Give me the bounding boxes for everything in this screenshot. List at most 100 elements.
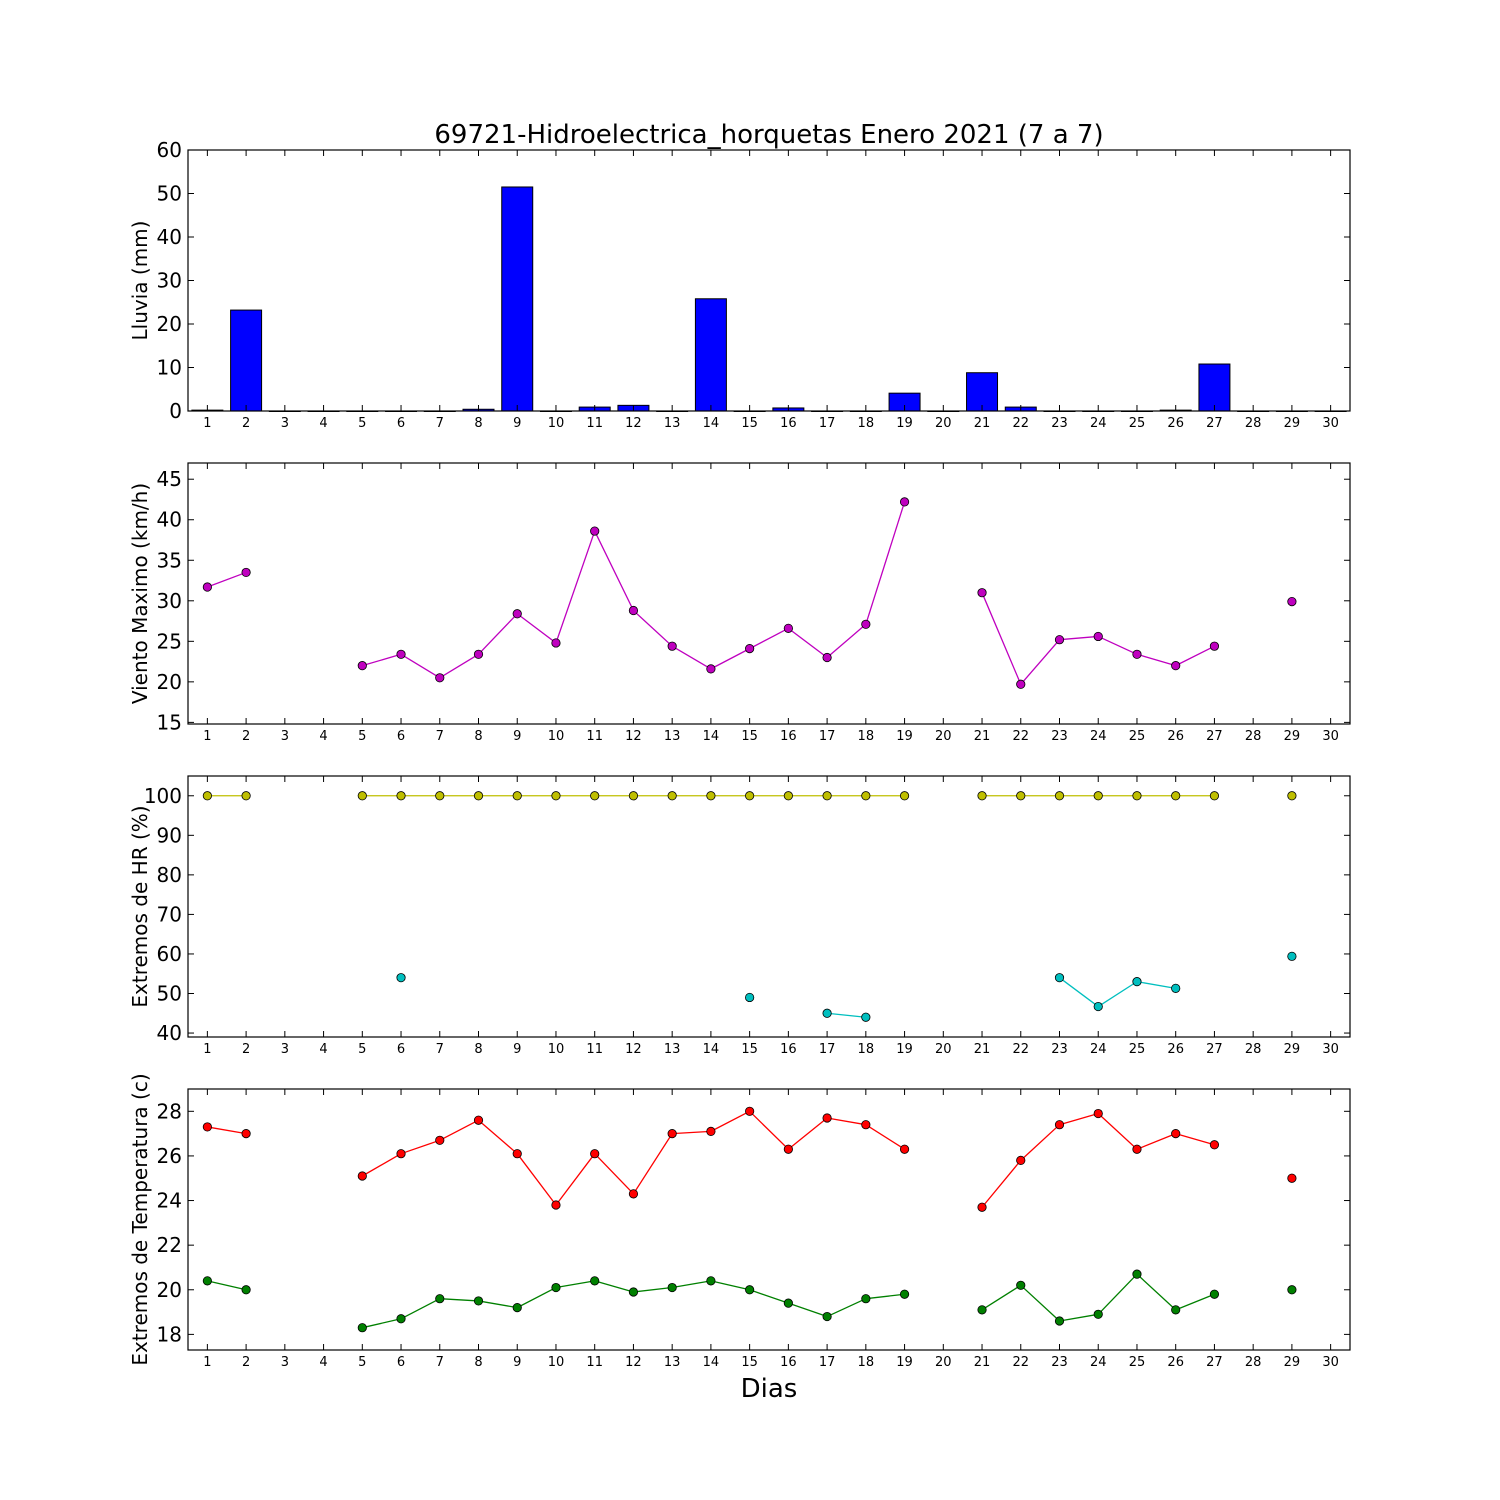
- series-line-segment: [555, 1153, 596, 1206]
- series-line-segment: [1097, 635, 1138, 655]
- y-tick-label: 45: [157, 467, 182, 491]
- series-line-segment: [555, 530, 596, 644]
- data-point-day-22: [1016, 679, 1026, 689]
- series-line-segment: [787, 1117, 828, 1150]
- x-tick-label: 6: [397, 1042, 405, 1057]
- x-tick-label: 4: [319, 729, 327, 744]
- data-point-day-6: [396, 649, 406, 659]
- data-point-day-2: [241, 791, 251, 801]
- x-tick-label: 29: [1284, 729, 1301, 744]
- series-line-segment: [1059, 1313, 1099, 1322]
- x-tick-label: 10: [548, 729, 565, 744]
- x-tick-label: 11: [586, 416, 603, 431]
- data-point-day-15: [745, 1285, 755, 1295]
- x-tick-label: 21: [974, 1355, 991, 1370]
- data-point-day-11: [590, 791, 600, 801]
- x-tick-label: 27: [1206, 416, 1223, 431]
- series-line-segment: [981, 1159, 1022, 1208]
- data-point-day-5: [357, 791, 367, 801]
- x-tick-label: 23: [1051, 1042, 1068, 1057]
- x-tick-label: 1: [203, 1355, 211, 1370]
- data-point-day-9: [512, 791, 522, 801]
- data-point-day-8: [473, 1115, 484, 1125]
- x-tick-label: 18: [858, 729, 875, 744]
- data-point-day-7: [435, 1294, 445, 1304]
- x-tick-label: 14: [703, 1355, 720, 1370]
- data-point-day-8: [473, 649, 484, 659]
- data-point-day-29: [1287, 951, 1297, 961]
- series-line-segment: [594, 1280, 634, 1293]
- series-line-segment: [865, 1293, 905, 1300]
- x-tick-label: 6: [397, 416, 405, 431]
- data-point-day-5: [357, 1323, 367, 1333]
- x-tick-label: 25: [1129, 729, 1146, 744]
- data-point-day-8: [473, 791, 484, 801]
- data-point-day-10: [551, 638, 561, 648]
- x-tick-label: 15: [741, 416, 758, 431]
- x-tick-label: 3: [281, 416, 289, 431]
- data-point-day-2: [241, 1285, 251, 1295]
- plot-frame: [187, 149, 1351, 412]
- data-point-day-16: [783, 1298, 793, 1308]
- y-tick-label: 22: [157, 1233, 182, 1257]
- data-point-day-13: [667, 1282, 677, 1293]
- data-point-day-18: [861, 1294, 871, 1304]
- x-tick-label: 27: [1206, 729, 1223, 744]
- y-tick-label: 26: [157, 1144, 182, 1168]
- x-tick-label: 12: [625, 1355, 642, 1370]
- series-line-segment: [1175, 1293, 1215, 1311]
- x-tick-label: 4: [319, 416, 327, 431]
- series-line-segment: [632, 1133, 673, 1195]
- data-point-day-26: [1171, 791, 1181, 801]
- data-point-day-21: [977, 1305, 987, 1315]
- x-tick-label: 24: [1090, 416, 1107, 431]
- data-point-day-19: [899, 791, 910, 801]
- plot-frame: [187, 775, 1351, 1038]
- x-tick-label: 29: [1284, 1355, 1301, 1370]
- data-point-day-21: [977, 1202, 987, 1212]
- series-line-segment: [1136, 980, 1176, 989]
- x-tick-label: 10: [548, 416, 565, 431]
- data-point-day-22: [1016, 1155, 1026, 1165]
- x-tick-label: 11: [586, 1355, 603, 1370]
- y-tick-label: 40: [157, 225, 182, 249]
- data-point-day-12: [628, 791, 639, 801]
- x-tick-label: 26: [1167, 1042, 1184, 1057]
- data-point-day-23: [1054, 635, 1065, 645]
- series-line-segment: [594, 530, 635, 611]
- data-point-day-25: [1132, 977, 1142, 987]
- series-line-segment: [478, 613, 518, 655]
- series-line-segment: [826, 1117, 866, 1126]
- data-point-day-27: [1209, 1140, 1220, 1150]
- series-line-segment: [827, 1012, 866, 1018]
- series-line-segment: [981, 1284, 1022, 1311]
- data-point-day-5: [357, 661, 367, 671]
- series-line-segment: [826, 1298, 867, 1318]
- x-tick-label: 19: [896, 729, 913, 744]
- x-tick-label: 24: [1090, 729, 1107, 744]
- series-line-segment: [710, 648, 750, 670]
- series-line-segment: [1097, 981, 1138, 1008]
- y-tick-label: 50: [157, 982, 182, 1006]
- data-point-day-17: [822, 652, 832, 663]
- x-tick-label: 1: [203, 416, 211, 431]
- plot-frame: [187, 1088, 1351, 1351]
- y-tick-label: 35: [157, 548, 182, 572]
- data-point-day-18: [861, 619, 871, 629]
- y-tick-label: 30: [157, 269, 182, 293]
- y-tick-label: 60: [157, 942, 182, 966]
- x-tick-label: 25: [1129, 1042, 1146, 1057]
- series-line-segment: [672, 1130, 711, 1135]
- x-tick-label: 27: [1206, 1042, 1223, 1057]
- data-point-day-15: [745, 1106, 755, 1116]
- series-1: [202, 1106, 1297, 1212]
- series-line-segment: [400, 1139, 440, 1155]
- x-tick-label: 5: [358, 1042, 366, 1057]
- data-point-day-10: [551, 1200, 561, 1210]
- y-tick-label: 28: [157, 1099, 182, 1123]
- data-point-day-26: [1171, 1129, 1181, 1139]
- series-line-segment: [749, 1289, 789, 1304]
